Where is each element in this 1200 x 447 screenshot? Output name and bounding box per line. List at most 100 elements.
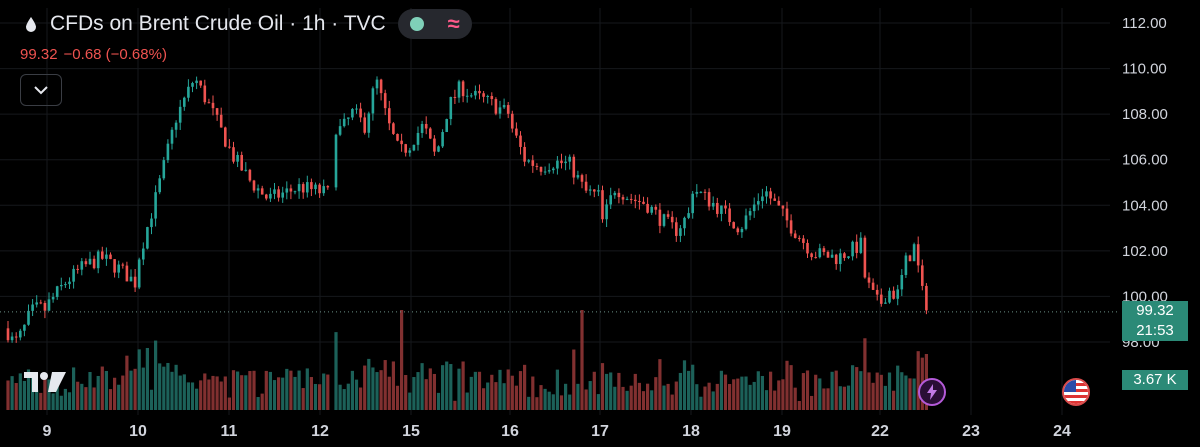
chevron-down-icon bbox=[34, 86, 48, 95]
lightning-icon[interactable] bbox=[918, 378, 946, 406]
x-tick-label: 16 bbox=[501, 423, 519, 440]
volume-bar bbox=[272, 380, 277, 410]
x-tick-label: 9 bbox=[43, 423, 52, 440]
candle-body bbox=[142, 248, 145, 260]
volume-bar bbox=[518, 371, 523, 410]
candle-body bbox=[675, 222, 678, 236]
candle-body bbox=[506, 105, 510, 114]
y-tick-label: 106.00 bbox=[1122, 152, 1168, 169]
candle-body bbox=[117, 264, 120, 273]
volume-bar bbox=[395, 385, 400, 410]
volume-bar bbox=[859, 371, 863, 410]
volume-bar bbox=[531, 376, 535, 410]
volume-bar bbox=[449, 364, 453, 410]
us-flag-icon[interactable] bbox=[1062, 378, 1090, 406]
candle-body bbox=[744, 215, 748, 229]
candle-body bbox=[6, 328, 10, 341]
candle-body bbox=[650, 206, 653, 213]
candle-body bbox=[322, 186, 325, 194]
volume-bar bbox=[863, 338, 867, 410]
candle-body bbox=[388, 108, 391, 124]
volume-bar bbox=[637, 382, 641, 410]
volume-bar bbox=[35, 389, 39, 410]
volume-bar bbox=[838, 386, 842, 410]
volume-bar bbox=[318, 384, 322, 410]
candle-body bbox=[605, 204, 608, 220]
volume-bar bbox=[539, 385, 543, 410]
volume-bar bbox=[658, 359, 662, 410]
volume-bar bbox=[555, 369, 559, 410]
volume-bar bbox=[248, 371, 252, 410]
volume-bar bbox=[436, 392, 441, 410]
volume-bar bbox=[883, 385, 887, 410]
volume-bar bbox=[363, 365, 367, 410]
volume-bar bbox=[350, 370, 354, 410]
candle-body bbox=[474, 90, 477, 96]
candle-body bbox=[470, 95, 473, 97]
candle-body bbox=[416, 132, 420, 145]
volume-bar bbox=[297, 370, 301, 410]
volume-bar bbox=[773, 390, 777, 410]
candle-body bbox=[367, 113, 371, 133]
candle-body bbox=[560, 160, 563, 164]
candle-body bbox=[498, 107, 502, 114]
volume-bar bbox=[133, 368, 137, 410]
volume-bar bbox=[342, 389, 346, 410]
volume-bar bbox=[543, 388, 547, 410]
candle-body bbox=[806, 242, 809, 254]
volume-bar bbox=[764, 390, 769, 410]
drop-icon bbox=[26, 17, 36, 32]
volume-bar bbox=[510, 375, 514, 410]
symbol-title[interactable]: CFDs on Brent Crude Oil · 1h · TVC bbox=[50, 12, 386, 35]
volume-bar bbox=[514, 385, 518, 410]
candle-body bbox=[260, 188, 264, 195]
candle-body bbox=[908, 255, 912, 262]
volume-bar bbox=[240, 375, 244, 410]
candle-body bbox=[752, 204, 756, 212]
volume-bar bbox=[223, 376, 227, 410]
volume-bar bbox=[268, 371, 272, 410]
volume-bar bbox=[31, 377, 35, 410]
candle-body bbox=[646, 203, 649, 213]
volume-bar bbox=[453, 400, 457, 410]
volume-bar bbox=[104, 370, 108, 410]
volume-bar bbox=[174, 364, 178, 410]
candle-body bbox=[564, 161, 567, 164]
candle-body bbox=[531, 160, 535, 166]
volume-bar bbox=[769, 371, 773, 410]
price-change-line: 99.32 −0.68 (−0.68%) bbox=[20, 46, 173, 63]
volume-bar bbox=[748, 384, 752, 410]
candle-body bbox=[662, 214, 666, 226]
indicator-toggle[interactable]: ≈ bbox=[397, 9, 472, 39]
volume-bar bbox=[752, 381, 756, 410]
volume-bar bbox=[424, 379, 428, 410]
volume-bar bbox=[207, 379, 211, 410]
volume-bar bbox=[547, 391, 551, 410]
candle-body bbox=[420, 123, 424, 133]
candle-body bbox=[371, 88, 375, 114]
volume-bar bbox=[346, 383, 350, 410]
candle-body bbox=[728, 208, 731, 223]
candle-body bbox=[547, 170, 551, 172]
volume-bar bbox=[588, 381, 592, 410]
volume-bar bbox=[260, 393, 264, 410]
volume-bar bbox=[338, 384, 342, 410]
collapse-button[interactable] bbox=[20, 74, 62, 106]
volume-bar bbox=[334, 332, 338, 410]
volume-bar bbox=[281, 377, 285, 410]
candle-body bbox=[707, 192, 711, 207]
volume-bar bbox=[154, 340, 158, 410]
candle-body bbox=[859, 237, 863, 253]
volume-bar bbox=[59, 395, 63, 410]
volume-bar bbox=[842, 386, 846, 410]
candle-body bbox=[314, 184, 317, 190]
candle-body bbox=[740, 228, 744, 233]
volume-bar bbox=[256, 397, 260, 410]
volume-bar bbox=[461, 361, 465, 410]
candle-body bbox=[732, 222, 735, 229]
volume-bar bbox=[22, 380, 26, 410]
tradingview-logo-icon[interactable] bbox=[22, 368, 68, 396]
volume-bar bbox=[641, 391, 646, 410]
candle-body bbox=[183, 97, 186, 107]
